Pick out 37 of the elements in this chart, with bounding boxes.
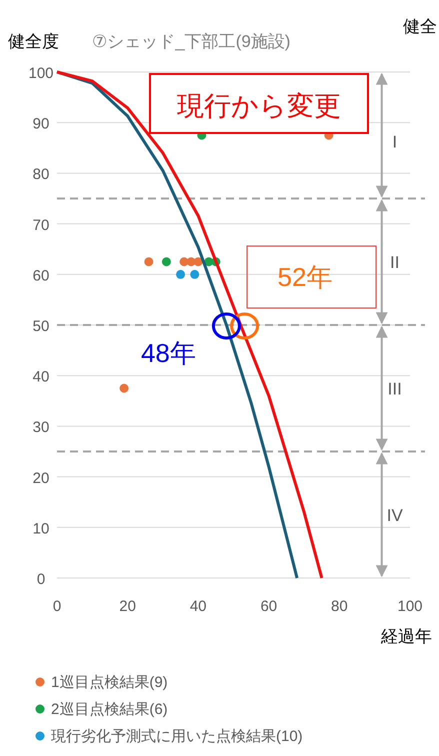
y-axis-title: 健全度	[8, 32, 59, 51]
y-tick-label: 20	[32, 470, 50, 487]
y-tick-label: 80	[32, 166, 50, 184]
legend-label: 1巡目点検結果(9)	[51, 674, 168, 691]
annotation: II	[390, 252, 400, 272]
annotation: I	[392, 132, 398, 152]
y-tick-label: 30	[32, 419, 50, 436]
x-tick-label: 60	[260, 598, 278, 615]
y-tick-label: 60	[32, 267, 50, 284]
point	[190, 270, 200, 279]
y-tick-label: 90	[32, 116, 50, 133]
legend-label: 2巡目点検結果(6)	[51, 701, 168, 718]
x-tick-label: 20	[119, 598, 136, 615]
x-tick-label: 40	[190, 598, 207, 615]
text: 健全	[403, 17, 437, 36]
y-tick-label: 70	[32, 216, 50, 234]
chart-title: ⑦シェッド_下部工(9施設)	[92, 32, 290, 51]
x-tick-label: 100	[397, 598, 423, 615]
point	[194, 257, 203, 266]
y-tick-label: 50	[32, 318, 50, 335]
point	[162, 257, 171, 266]
point	[120, 384, 129, 393]
annotation: 52年	[278, 262, 332, 292]
point	[144, 257, 154, 266]
x-axis-title: 経過年	[380, 627, 432, 646]
annotation: IV	[386, 506, 404, 525]
y-tick-label: 0	[36, 571, 46, 588]
y-tick-label: 100	[28, 65, 54, 82]
y-tick-label: 40	[32, 368, 50, 386]
annotation: 現行から変更	[177, 91, 341, 121]
x-tick-label: 0	[52, 598, 62, 615]
x-tick-label: 80	[331, 598, 348, 615]
y-tick-label: 10	[32, 520, 50, 538]
annotation: III	[388, 379, 402, 398]
legend-label: 現行劣化予測式に用いた点検結果(10)	[51, 728, 303, 745]
annotation: 48年	[140, 338, 196, 368]
point	[176, 270, 186, 279]
